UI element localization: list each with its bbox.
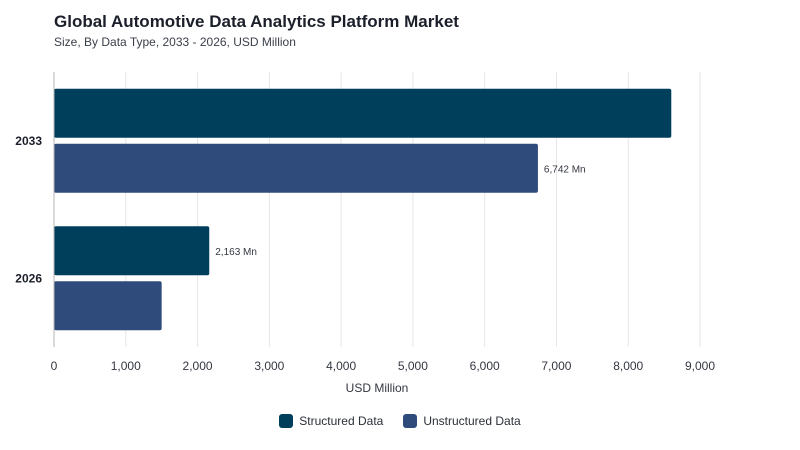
- labels: 0 1,000 2,000 3,000 4,000 5,000 6,000 7,000 8,00…: [15, 134, 715, 373]
- bar-structured-data-2033[interactable]: [54, 88, 672, 138]
- legend-swatch-unstructured-data: [403, 414, 418, 428]
- bars: [54, 88, 672, 331]
- legend: Structured Data Unstructured Data: [0, 414, 800, 428]
- x-axis-title: USD Million: [346, 381, 409, 395]
- x-tick-label: 5,000: [398, 359, 428, 373]
- legend-swatch-structured-data: [279, 414, 294, 428]
- chart-subtitle: Size, By Data Type, 2033 - 2026, USD Mil…: [54, 35, 296, 49]
- x-tick-label: 0: [51, 359, 58, 373]
- bar-unstructured-data-2026[interactable]: [54, 281, 162, 331]
- x-tick-label: 8,000: [613, 359, 643, 373]
- legend-item-structured-data[interactable]: Structured Data: [279, 414, 383, 428]
- chart-title: Global Automotive Data Analytics Platfor…: [54, 12, 459, 31]
- data-label: 2,163 Mn: [215, 247, 257, 258]
- legend-item-unstructured-data[interactable]: Unstructured Data: [403, 414, 521, 428]
- bar-unstructured-data-2033[interactable]: [54, 143, 538, 193]
- bar-structured-data-2026[interactable]: [54, 226, 210, 276]
- data-label: 6,742 Mn: [544, 164, 586, 175]
- x-tick-label: 6,000: [470, 359, 500, 373]
- x-tick-label: 4,000: [326, 359, 356, 373]
- x-tick-label: 2,000: [183, 359, 213, 373]
- category-label-2026: 2026: [15, 271, 42, 285]
- x-tick-label: 1,000: [111, 359, 141, 373]
- legend-label-unstructured-data: Unstructured Data: [423, 414, 521, 428]
- x-tick-label: 3,000: [254, 359, 284, 373]
- x-tick-label: 9,000: [685, 359, 715, 373]
- x-tick-label: 7,000: [541, 359, 571, 373]
- category-label-2033: 2033: [15, 134, 42, 148]
- legend-label-structured-data: Structured Data: [299, 414, 384, 428]
